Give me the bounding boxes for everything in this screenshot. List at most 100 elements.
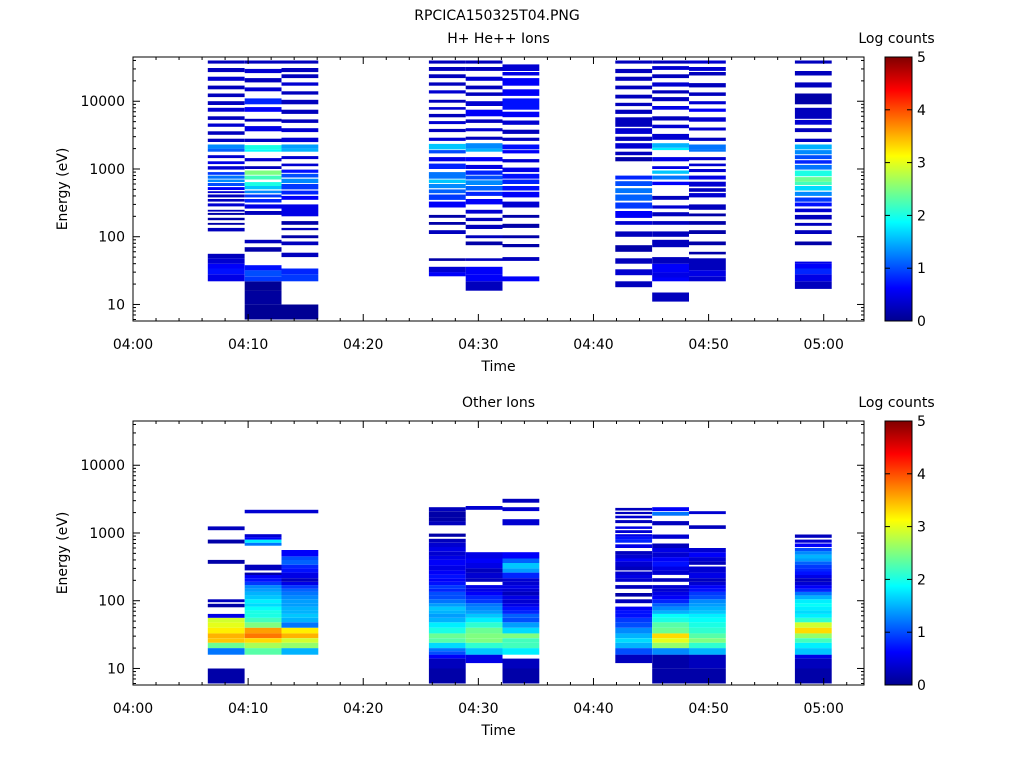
heatmap-cell — [244, 648, 282, 655]
heatmap-cell — [502, 191, 540, 198]
heatmap-cell — [615, 175, 653, 180]
heatmap-cell — [615, 60, 653, 64]
heatmap-cell — [465, 186, 503, 191]
heatmap-cell — [244, 190, 282, 194]
heatmap-cell — [502, 120, 540, 125]
heatmap-cell — [502, 244, 540, 248]
heatmap-cell — [689, 595, 726, 600]
heatmap-cell — [794, 606, 832, 611]
heatmap-cell — [465, 157, 503, 162]
heatmap-cell — [244, 158, 282, 162]
heatmap-cell — [615, 536, 653, 540]
heatmap-cell — [689, 92, 726, 96]
heatmap-cell — [207, 144, 245, 149]
heatmap-cell — [465, 235, 503, 239]
heatmap-cell — [207, 203, 245, 207]
heatmap-cell — [428, 90, 466, 94]
heatmap-cell — [689, 588, 726, 592]
y-tick-label: 10 — [107, 661, 125, 677]
heatmap-cell — [689, 525, 726, 529]
heatmap-cell — [794, 668, 832, 684]
heatmap-cell — [689, 648, 726, 655]
heatmap-cell — [244, 107, 282, 112]
heatmap-cell — [207, 76, 245, 81]
heatmap-cell — [281, 235, 319, 239]
heatmap-cell — [689, 101, 726, 105]
heatmap-cell — [652, 106, 689, 110]
heatmap-cell — [428, 184, 466, 189]
heatmap-cell — [794, 281, 832, 289]
heatmap-cell — [794, 595, 832, 600]
heatmap-cell — [502, 276, 540, 282]
heatmap-cell — [502, 613, 540, 618]
heatmap-cell — [281, 595, 319, 600]
heatmap-cell — [689, 511, 726, 515]
heatmap-cell — [465, 85, 503, 90]
heatmap-cell — [615, 610, 653, 614]
heatmap-cell — [281, 610, 319, 614]
heatmap-cell — [689, 591, 726, 596]
heatmap-cell — [465, 568, 503, 573]
heatmap-cell — [794, 561, 832, 565]
heatmap-cell — [428, 591, 466, 596]
heatmap-cell — [652, 552, 689, 558]
heatmap-cell — [465, 191, 503, 196]
heatmap-cell — [465, 164, 503, 169]
heatmap-cell — [244, 575, 282, 579]
heatmap-cell — [502, 98, 540, 110]
y-tick-label: 100 — [98, 230, 125, 246]
heatmap-cell — [465, 622, 503, 628]
heatmap-cell — [615, 188, 653, 194]
heatmap-cell — [428, 121, 466, 125]
x-tick-label: 04:20 — [343, 701, 383, 717]
heatmap-cell — [207, 222, 245, 225]
heatmap-cell — [428, 172, 466, 179]
heatmap-cell — [428, 113, 466, 118]
heatmap-cell — [281, 156, 319, 160]
heatmap-cell — [615, 511, 653, 515]
heatmap-cell — [615, 68, 653, 74]
heatmap-cell — [794, 186, 832, 191]
heatmap-cell — [281, 633, 319, 639]
heatmap-cell — [652, 292, 689, 302]
heatmap-cell — [502, 201, 540, 208]
heatmap-cell — [465, 209, 503, 214]
heatmap-cell — [689, 67, 726, 71]
heatmap-cell — [652, 97, 689, 102]
heatmap-cell — [615, 642, 653, 649]
heatmap-cell — [244, 542, 282, 546]
heatmap-cell — [689, 638, 726, 643]
heatmap-cell — [652, 585, 689, 589]
heatmap-cell — [502, 235, 540, 239]
heatmap-cell — [652, 239, 689, 248]
heatmap-cell — [244, 138, 282, 142]
heatmap-cell — [428, 74, 466, 79]
heatmap-cell — [281, 60, 319, 64]
heatmap-cell — [652, 648, 689, 655]
heatmap-cell — [652, 638, 689, 643]
heatmap-cell — [281, 178, 319, 184]
heatmap-cell — [652, 566, 689, 571]
heatmap-cell — [207, 539, 245, 544]
colorbar-tick-label: 5 — [917, 414, 926, 430]
heatmap-cell — [689, 642, 726, 649]
heatmap-cell — [281, 588, 319, 592]
heatmap-cell — [428, 633, 466, 639]
heatmap-cell — [615, 544, 653, 548]
heatmap-cell — [794, 617, 832, 623]
heatmap-cell — [689, 258, 726, 271]
heatmap-cell — [502, 519, 540, 526]
x-tick-label: 04:30 — [458, 701, 498, 717]
heatmap-cell — [207, 191, 245, 194]
heatmap-cell — [615, 157, 653, 162]
heatmap-cell — [794, 268, 832, 275]
colorbar-label: Log counts — [858, 395, 934, 411]
heatmap-cell — [207, 60, 245, 64]
heatmap-cell — [428, 258, 466, 261]
heatmap-cell — [428, 648, 466, 652]
heatmap-cell — [794, 202, 832, 207]
x-tick-label: 04:50 — [688, 337, 728, 353]
heatmap-cell — [465, 591, 503, 596]
heatmap-cell — [428, 599, 466, 604]
